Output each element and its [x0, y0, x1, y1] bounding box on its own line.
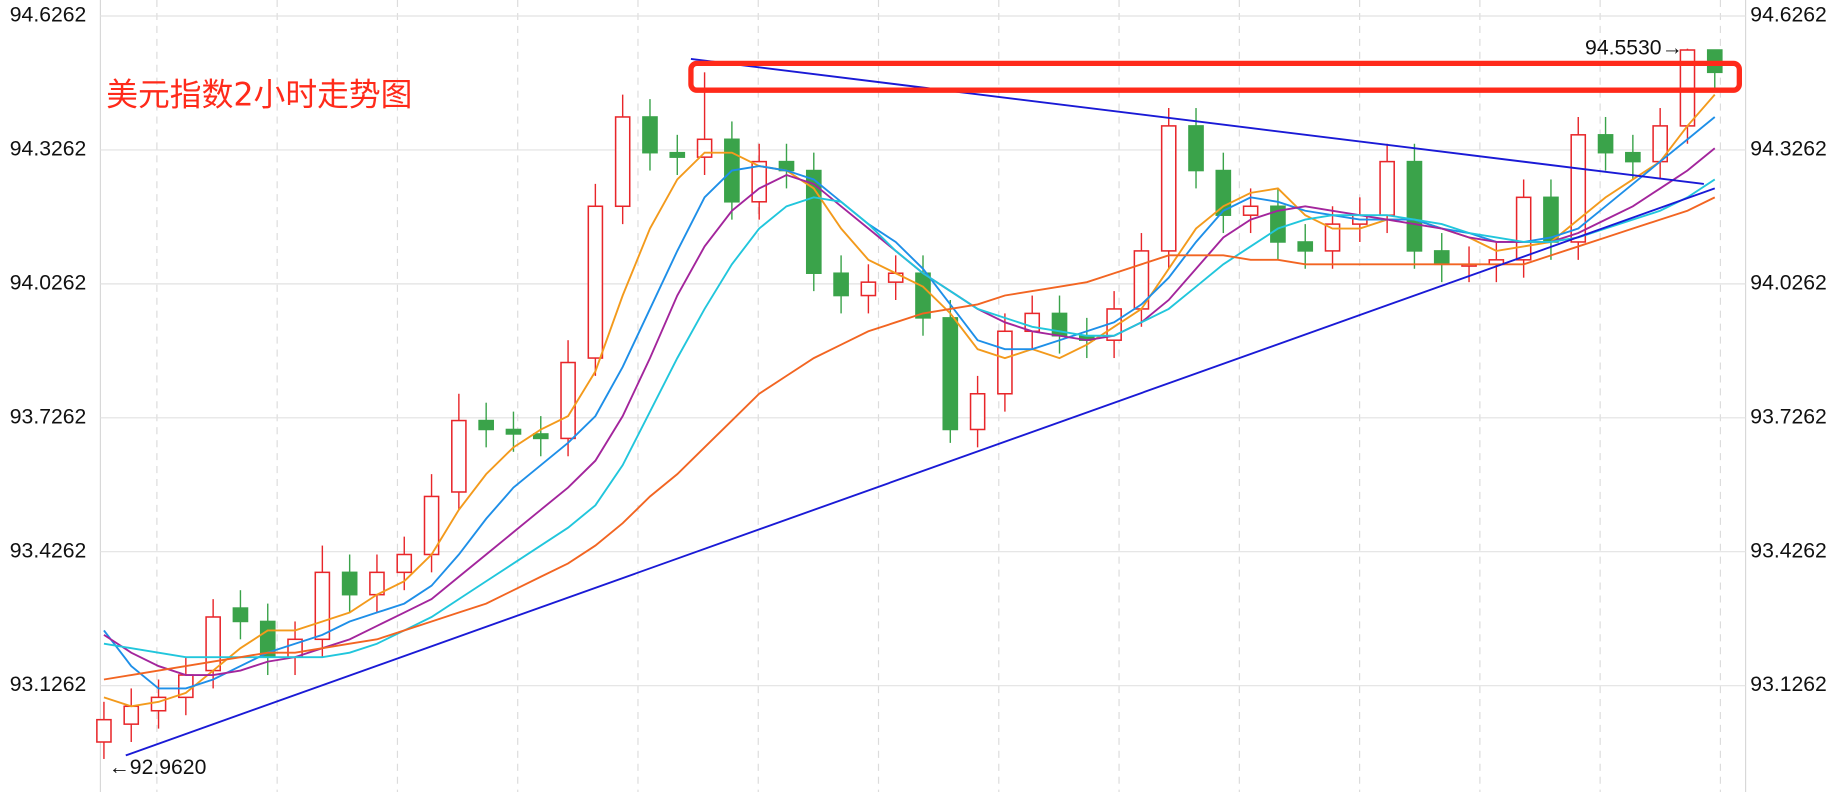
candle-body — [805, 169, 822, 274]
candle-body — [1188, 125, 1204, 172]
candle-body — [614, 116, 631, 208]
candle-body — [1515, 196, 1532, 261]
candle-body — [478, 419, 494, 431]
candle-body — [1270, 205, 1286, 243]
max-annotation: 94.5530→ — [1585, 36, 1683, 59]
candle-body — [587, 205, 604, 359]
y-tick-label: 94.0262 — [10, 271, 87, 294]
candle-body — [1597, 134, 1614, 154]
y-tick-label: 93.1262 — [10, 673, 87, 696]
candle-body — [997, 330, 1013, 395]
candle-body — [1297, 241, 1314, 252]
y-tick-label: 93.7262 — [10, 405, 87, 428]
chart-title: 美元指数2小时走势图 — [106, 77, 412, 113]
candle-body — [341, 571, 358, 596]
resistance-zone — [688, 60, 1742, 93]
candle-body — [942, 317, 959, 431]
candle-body — [1406, 160, 1423, 252]
candle-body — [887, 272, 904, 283]
candle-body — [505, 428, 522, 435]
candle-body — [560, 361, 576, 440]
candle-body — [1570, 134, 1587, 243]
y-tick-label-right: 94.3262 — [1750, 138, 1827, 161]
candle-body — [1379, 160, 1395, 216]
candle-body — [532, 433, 549, 440]
candle-body — [451, 419, 467, 493]
candle-body — [696, 138, 713, 158]
candle-body — [642, 116, 658, 154]
grid: 93.1262 93.1262 93.4262 93.4262 93.7262 93.72… — [10, 0, 1827, 792]
trend-line — [690, 57, 1704, 185]
ma-line — [103, 196, 1716, 681]
y-tick-label-right: 93.1262 — [1750, 673, 1827, 696]
y-tick-label: 94.6262 — [10, 4, 87, 27]
candle-body — [969, 393, 986, 431]
y-tick-label-right: 94.0262 — [1750, 271, 1827, 294]
min-annotation: ←92.9620 — [109, 756, 207, 779]
trend-line — [125, 187, 1716, 757]
candle-body — [96, 718, 112, 743]
candle-body — [232, 607, 249, 623]
candle-body — [123, 705, 140, 725]
y-tick-label-right: 93.4262 — [1750, 539, 1827, 562]
candle-body — [1024, 312, 1041, 333]
candle-body — [396, 553, 413, 574]
y-tick-label-right: 94.6262 — [1750, 4, 1827, 27]
candle-body — [915, 272, 931, 319]
y-tick-label-right: 93.7262 — [1750, 405, 1827, 428]
candle-body — [1324, 223, 1341, 252]
candle-body — [1433, 250, 1450, 266]
candle-body — [833, 272, 849, 297]
candle-body — [1625, 151, 1641, 163]
candle-body — [1242, 205, 1259, 216]
candle-body — [1160, 125, 1177, 252]
plot: 94.5530→ ←92.9620 — [96, 36, 1742, 779]
candle-body — [669, 151, 686, 158]
candle-body — [860, 281, 877, 297]
y-tick-label: 94.3262 — [10, 138, 87, 161]
ma-line — [103, 178, 1716, 659]
y-tick-label: 93.4262 — [10, 539, 87, 562]
candle-body — [314, 571, 331, 641]
